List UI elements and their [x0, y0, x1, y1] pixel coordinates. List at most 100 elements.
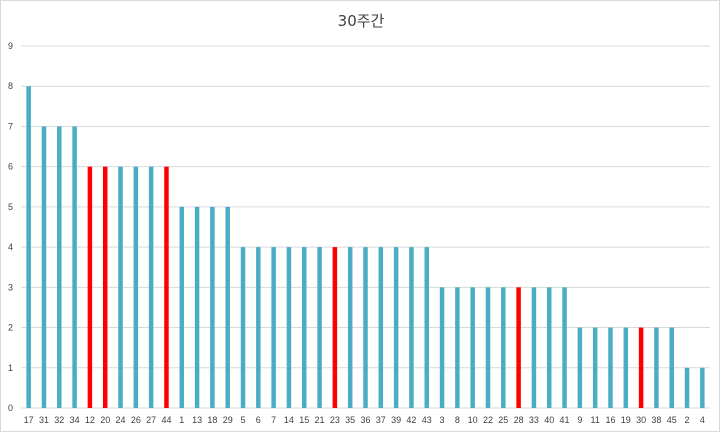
x-tick-label: 38 — [651, 415, 661, 425]
x-tick-label: 39 — [391, 415, 401, 425]
bar — [501, 287, 506, 408]
x-tick-label: 16 — [605, 415, 615, 425]
x-tick-label: 45 — [667, 415, 677, 425]
bar — [210, 206, 215, 408]
bar — [608, 327, 613, 408]
bar — [638, 327, 644, 408]
bar — [225, 206, 230, 408]
x-tick-label: 43 — [422, 415, 432, 425]
bar — [194, 206, 200, 408]
bar — [87, 166, 93, 408]
x-tick-label: 31 — [39, 415, 49, 425]
bar — [41, 126, 47, 408]
bar — [256, 247, 261, 408]
bar — [592, 327, 598, 408]
bar — [470, 287, 475, 408]
x-tick-label: 28 — [514, 415, 524, 425]
bar — [562, 287, 567, 408]
x-tick-label: 44 — [161, 415, 171, 425]
bar — [424, 247, 429, 408]
x-tick-label: 29 — [223, 415, 233, 425]
bar — [26, 86, 31, 408]
y-tick-label: 0 — [8, 403, 13, 413]
bar — [271, 247, 276, 408]
bar — [623, 327, 629, 408]
bar — [577, 327, 583, 408]
y-tick-label: 6 — [8, 162, 13, 172]
bar — [302, 247, 307, 408]
x-tick-label: 42 — [406, 415, 416, 425]
x-tick-label: 7 — [271, 415, 276, 425]
bar — [164, 166, 169, 408]
y-tick-label: 9 — [8, 41, 13, 51]
y-tick-label: 8 — [8, 81, 13, 91]
x-tick-label: 1 — [179, 415, 184, 425]
x-tick-label: 18 — [207, 415, 217, 425]
x-tick-label: 36 — [360, 415, 370, 425]
x-tick-label: 32 — [54, 415, 64, 425]
bar — [118, 166, 123, 408]
y-tick-label: 1 — [8, 363, 13, 373]
bar — [700, 367, 705, 408]
x-tick-label: 41 — [560, 415, 570, 425]
bar — [439, 287, 445, 408]
x-tick-label: 13 — [192, 415, 202, 425]
x-tick-label: 27 — [146, 415, 156, 425]
bar — [286, 247, 292, 408]
x-tick-label: 23 — [330, 415, 340, 425]
bar — [72, 126, 77, 408]
bar — [669, 327, 674, 408]
bar — [516, 287, 521, 408]
bar — [378, 247, 384, 408]
bar — [393, 247, 399, 408]
x-tick-label: 11 — [590, 415, 599, 425]
y-tick-label: 4 — [8, 242, 13, 252]
x-tick-label: 12 — [85, 415, 95, 425]
x-tick-label: 34 — [70, 415, 80, 425]
x-tick-label: 19 — [621, 415, 631, 425]
chart-title: 30주간 — [337, 12, 385, 30]
bar — [332, 247, 338, 408]
x-tick-label: 40 — [544, 415, 554, 425]
x-tick-label: 37 — [376, 415, 386, 425]
x-tick-label: 25 — [498, 415, 508, 425]
x-tick-label: 17 — [24, 415, 34, 425]
x-tick-label: 33 — [529, 415, 539, 425]
bar — [102, 166, 108, 408]
y-tick-label: 2 — [8, 323, 13, 333]
bar — [363, 247, 368, 408]
x-tick-label: 3 — [440, 415, 445, 425]
y-tick-label: 7 — [8, 121, 13, 131]
bar — [57, 126, 62, 408]
bar — [240, 247, 246, 408]
bar — [347, 247, 353, 408]
x-tick-label: 14 — [284, 415, 294, 425]
bar — [485, 287, 491, 408]
bar — [409, 247, 414, 408]
x-tick-label: 10 — [468, 415, 478, 425]
x-tick-label: 35 — [345, 415, 355, 425]
bar — [531, 287, 537, 408]
y-tick-label: 3 — [8, 282, 13, 292]
x-tick-label: 8 — [455, 415, 460, 425]
bar — [148, 166, 154, 408]
bar — [179, 206, 185, 408]
bar — [654, 327, 659, 408]
x-tick-label: 9 — [577, 415, 582, 425]
x-tick-label: 6 — [256, 415, 261, 425]
x-tick-label: 20 — [100, 415, 110, 425]
x-tick-label: 2 — [685, 415, 690, 425]
x-tick-label: 22 — [483, 415, 493, 425]
y-tick-label: 5 — [8, 202, 13, 212]
x-tick-label: 26 — [131, 415, 141, 425]
bar — [133, 166, 139, 408]
bar — [684, 367, 690, 408]
x-tick-label: 5 — [241, 415, 246, 425]
bar — [317, 247, 322, 408]
bar — [455, 287, 460, 408]
x-tick-label: 24 — [116, 415, 126, 425]
bar — [546, 287, 552, 408]
x-tick-label: 21 — [315, 415, 325, 425]
